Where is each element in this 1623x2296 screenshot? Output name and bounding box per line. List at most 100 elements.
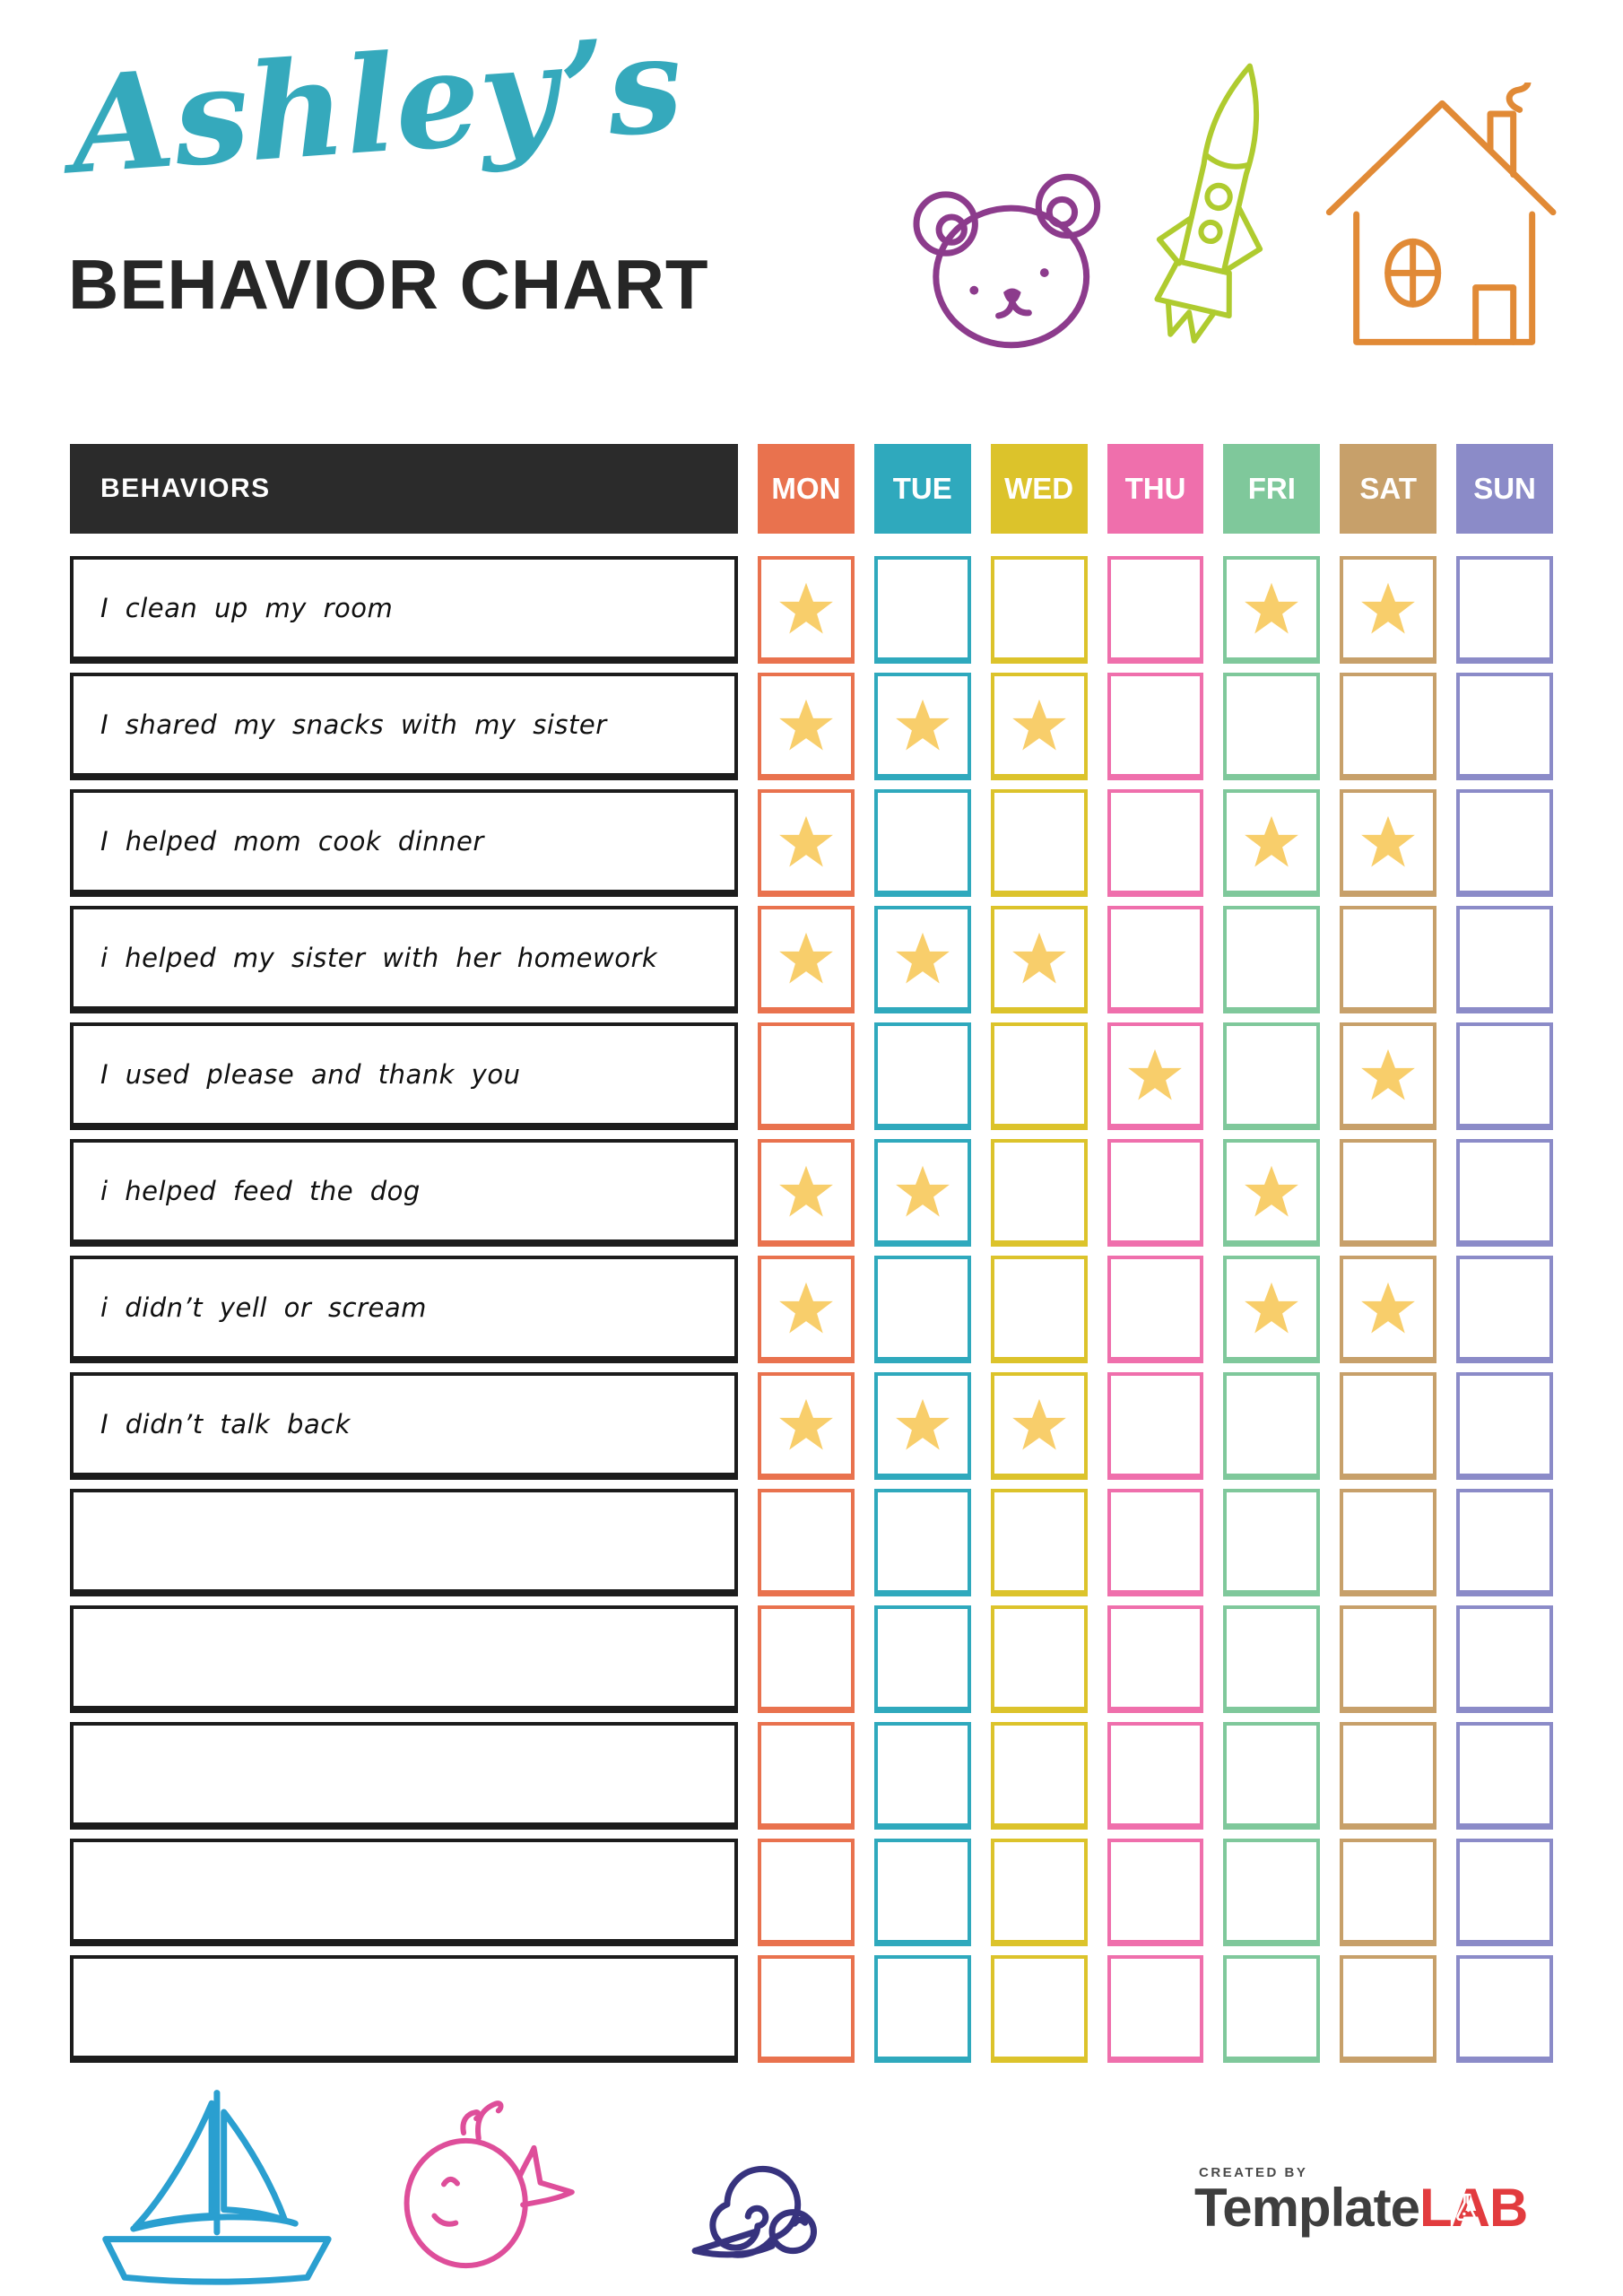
day-cell-sun[interactable] — [1456, 1372, 1553, 1480]
day-cell-sun[interactable] — [1456, 673, 1553, 780]
day-cell-mon[interactable] — [758, 1955, 855, 2063]
day-cell-wed[interactable] — [990, 1489, 1088, 1596]
day-cell-thu[interactable] — [1107, 1955, 1204, 2063]
star-icon — [1011, 1398, 1066, 1450]
day-cell-thu[interactable] — [1107, 1139, 1204, 1247]
behavior-label-empty[interactable] — [70, 1722, 738, 1830]
day-cell-tue[interactable] — [873, 1022, 971, 1130]
day-cell-sun[interactable] — [1456, 906, 1553, 1013]
day-cell-sat[interactable] — [1340, 1605, 1437, 1713]
day-cell-thu[interactable] — [1107, 1256, 1204, 1363]
day-cell-thu[interactable] — [1107, 789, 1204, 897]
day-cell-thu[interactable] — [1107, 1839, 1204, 1946]
day-cell-wed[interactable] — [990, 1722, 1088, 1830]
day-cell-sun[interactable] — [1456, 1955, 1553, 2063]
day-cell-mon[interactable] — [758, 1139, 855, 1247]
day-cell-fri[interactable] — [1223, 906, 1321, 1013]
day-cell-wed[interactable] — [990, 1139, 1088, 1247]
day-cell-mon[interactable] — [758, 1489, 855, 1596]
day-cell-mon[interactable] — [758, 789, 855, 897]
day-cell-tue[interactable] — [873, 1955, 971, 2063]
behavior-label-empty[interactable] — [70, 1489, 738, 1596]
day-header-sat: SAT — [1340, 444, 1437, 534]
table-row — [70, 1605, 1553, 1713]
day-cell-sat[interactable] — [1340, 1489, 1437, 1596]
day-cell-tue[interactable] — [873, 1839, 971, 1946]
day-cell-thu[interactable] — [1107, 673, 1204, 780]
day-cell-thu[interactable] — [1107, 1722, 1204, 1830]
day-cell-wed[interactable] — [990, 1372, 1088, 1480]
day-cell-tue[interactable] — [873, 1722, 971, 1830]
day-cell-tue[interactable] — [873, 906, 971, 1013]
day-cell-fri[interactable] — [1223, 789, 1321, 897]
day-cell-fri[interactable] — [1223, 1256, 1321, 1363]
day-cell-mon[interactable] — [758, 1605, 855, 1713]
day-cell-sat[interactable] — [1340, 1256, 1437, 1363]
day-cell-sun[interactable] — [1456, 789, 1553, 897]
day-cell-wed[interactable] — [990, 1022, 1088, 1130]
day-cell-fri[interactable] — [1223, 1722, 1321, 1830]
behavior-label-empty[interactable] — [70, 1605, 738, 1713]
day-cell-mon[interactable] — [758, 673, 855, 780]
day-cell-thu[interactable] — [1107, 1605, 1204, 1713]
day-cell-wed[interactable] — [990, 673, 1088, 780]
day-cell-sun[interactable] — [1456, 1022, 1553, 1130]
day-cell-fri[interactable] — [1223, 1022, 1321, 1130]
day-cell-sat[interactable] — [1340, 1022, 1437, 1130]
day-cell-tue[interactable] — [873, 556, 971, 664]
day-cell-fri[interactable] — [1223, 1139, 1321, 1247]
day-cell-sat[interactable] — [1340, 1722, 1437, 1830]
star-icon — [1245, 582, 1299, 634]
behavior-label-empty[interactable] — [70, 1955, 738, 2063]
day-cell-thu[interactable] — [1107, 1489, 1204, 1596]
day-cell-sat[interactable] — [1340, 906, 1437, 1013]
day-cell-wed[interactable] — [990, 906, 1088, 1013]
day-cell-sat[interactable] — [1340, 789, 1437, 897]
day-cell-thu[interactable] — [1107, 556, 1204, 664]
day-cell-wed[interactable] — [990, 1839, 1088, 1946]
day-cell-sun[interactable] — [1456, 556, 1553, 664]
day-cell-wed[interactable] — [990, 556, 1088, 664]
day-cell-mon[interactable] — [758, 1722, 855, 1830]
day-cell-fri[interactable] — [1223, 673, 1321, 780]
day-cell-sat[interactable] — [1340, 1955, 1437, 2063]
day-cell-fri[interactable] — [1223, 1955, 1321, 2063]
day-cell-thu[interactable] — [1107, 906, 1204, 1013]
day-cell-sun[interactable] — [1456, 1839, 1553, 1946]
day-cell-mon[interactable] — [758, 1256, 855, 1363]
day-cell-tue[interactable] — [873, 1372, 971, 1480]
day-cell-tue[interactable] — [873, 1489, 971, 1596]
day-cell-sun[interactable] — [1456, 1605, 1553, 1713]
day-cell-tue[interactable] — [873, 789, 971, 897]
day-cell-mon[interactable] — [758, 556, 855, 664]
day-cell-sat[interactable] — [1340, 1839, 1437, 1946]
day-cell-wed[interactable] — [990, 1256, 1088, 1363]
day-cell-sat[interactable] — [1340, 1139, 1437, 1247]
day-cell-tue[interactable] — [873, 1605, 971, 1713]
day-cell-wed[interactable] — [990, 1605, 1088, 1713]
day-cell-sun[interactable] — [1456, 1139, 1553, 1247]
day-cell-sun[interactable] — [1456, 1256, 1553, 1363]
day-cell-sat[interactable] — [1340, 1372, 1437, 1480]
day-cell-fri[interactable] — [1223, 1839, 1321, 1946]
day-cell-fri[interactable] — [1223, 1605, 1321, 1713]
day-cell-fri[interactable] — [1223, 1489, 1321, 1596]
day-cell-wed[interactable] — [990, 1955, 1088, 2063]
day-cell-thu[interactable] — [1107, 1372, 1204, 1480]
day-cell-thu[interactable] — [1107, 1022, 1204, 1130]
day-cell-wed[interactable] — [990, 789, 1088, 897]
day-cell-sun[interactable] — [1456, 1722, 1553, 1830]
behavior-label-empty[interactable] — [70, 1839, 738, 1946]
day-cell-mon[interactable] — [758, 1372, 855, 1480]
day-cell-mon[interactable] — [758, 1839, 855, 1946]
day-cell-fri[interactable] — [1223, 1372, 1321, 1480]
day-cell-sun[interactable] — [1456, 1489, 1553, 1596]
day-cell-tue[interactable] — [873, 1139, 971, 1247]
day-cell-sat[interactable] — [1340, 556, 1437, 664]
day-cell-tue[interactable] — [873, 673, 971, 780]
day-cell-fri[interactable] — [1223, 556, 1321, 664]
day-cell-tue[interactable] — [873, 1256, 971, 1363]
day-cell-mon[interactable] — [758, 1022, 855, 1130]
day-cell-sat[interactable] — [1340, 673, 1437, 780]
day-cell-mon[interactable] — [758, 906, 855, 1013]
